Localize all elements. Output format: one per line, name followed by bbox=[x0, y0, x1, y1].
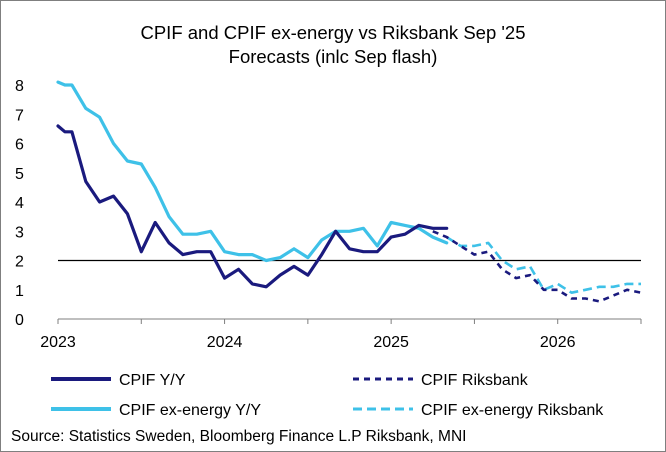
y-tick-label: 6 bbox=[15, 137, 24, 154]
y-tick-label: 3 bbox=[15, 224, 24, 241]
x-tick-label: 2026 bbox=[540, 334, 576, 351]
series-line-cpif-ex-energy-yy bbox=[56, 80, 449, 263]
y-tick-label: 2 bbox=[15, 254, 24, 271]
y-axis-ticks: 0 1 2 3 4 5 6 7 8 bbox=[15, 78, 24, 329]
series-line-cpif-riksbank bbox=[432, 230, 642, 303]
chart-subtitle: Forecasts (inlc Sep flash) bbox=[229, 46, 438, 67]
y-tick-label: 1 bbox=[15, 283, 24, 300]
x-tick-label: 2023 bbox=[40, 334, 76, 351]
x-axis-ticks: 2023 2024 2025 2026 bbox=[40, 319, 642, 351]
legend-label-cpif-riksbank: CPIF Riksbank bbox=[421, 372, 529, 389]
y-tick-label: 5 bbox=[15, 166, 24, 183]
chart-title: CPIF and CPIF ex-energy vs Riksbank Sep … bbox=[140, 22, 525, 43]
y-tick-label: 0 bbox=[15, 312, 24, 329]
y-tick-label: 4 bbox=[15, 195, 24, 212]
y-tick-label: 8 bbox=[15, 78, 24, 95]
legend: CPIF Y/Y CPIF Riksbank CPIF ex-energy Y/… bbox=[51, 372, 604, 419]
legend-label-cpif-yy: CPIF Y/Y bbox=[119, 372, 186, 389]
series-lines bbox=[56, 80, 642, 303]
x-tick-label: 2025 bbox=[373, 334, 409, 351]
legend-label-cpif-ex-energy-yy: CPIF ex-energy Y/Y bbox=[119, 402, 261, 419]
series-line-cpif-yy bbox=[56, 124, 449, 289]
series-line-cpif-ex-energy-riksbank bbox=[446, 236, 641, 295]
x-tick-label: 2024 bbox=[207, 334, 243, 351]
source-note: Source: Statistics Sweden, Bloomberg Fin… bbox=[11, 428, 466, 445]
legend-label-cpif-ex-energy-riksbank: CPIF ex-energy Riksbank bbox=[421, 402, 604, 419]
y-tick-label: 7 bbox=[15, 107, 24, 124]
